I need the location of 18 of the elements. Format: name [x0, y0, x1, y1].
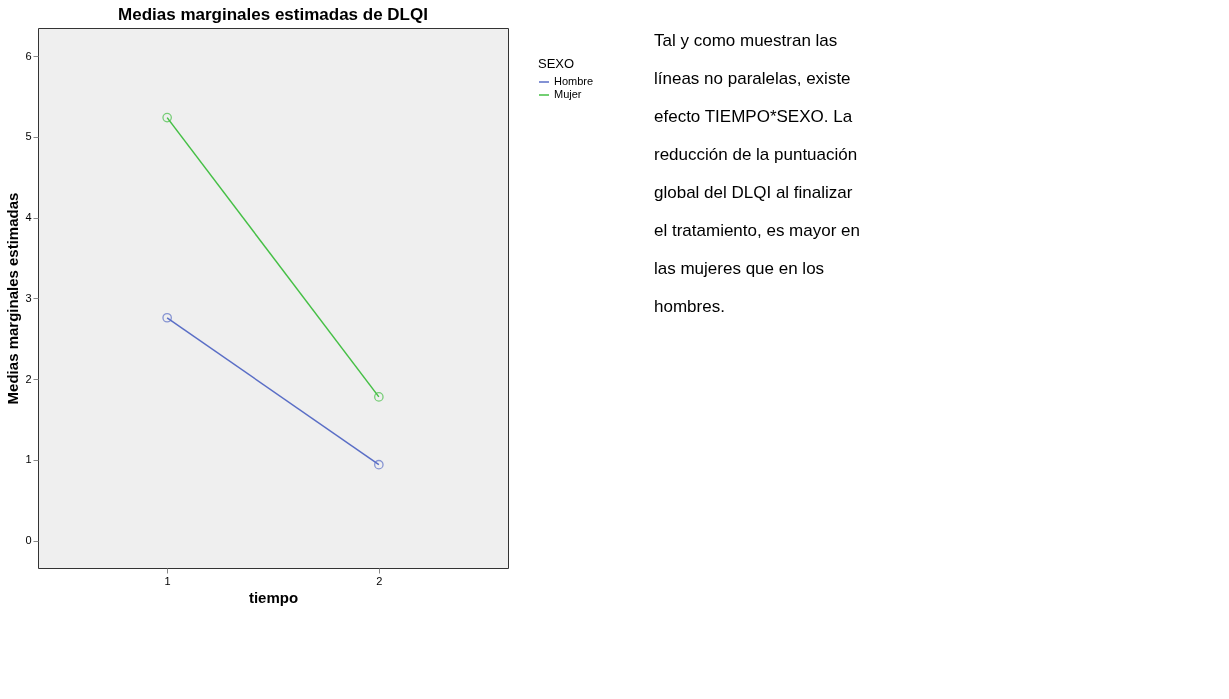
- y-tick-label: 2: [25, 372, 32, 385]
- point: [162, 312, 172, 323]
- y-tick-label: 4: [25, 211, 32, 224]
- chart-title: Medias marginales estimadas de DLQI: [118, 5, 428, 24]
- y-tick-label: 5: [25, 130, 32, 143]
- point: [162, 112, 172, 123]
- legend-label: Hombre: [554, 75, 594, 87]
- y-axis-title: Medias marginales estimadas: [4, 192, 22, 405]
- point: [374, 459, 384, 470]
- y-tick-label: 0: [25, 534, 32, 547]
- legend-label: Mujer: [554, 88, 582, 100]
- x-axis-title: tiempo: [248, 588, 299, 606]
- y-tick-label: 6: [25, 49, 32, 62]
- y-tick-label: 1: [25, 453, 32, 466]
- legend-title: SEXO: [538, 56, 575, 71]
- y-tick-label: 3: [25, 291, 32, 304]
- point: [374, 392, 384, 402]
- text: Tal y como muestran las líneas no paralelas, existe efecto TIEMPO*SEXO. La reducción de la puntuación global del DLQI al finalizar el tratamiento, es mayor en las mujeres que en los hombres.: [654, 31, 860, 316]
